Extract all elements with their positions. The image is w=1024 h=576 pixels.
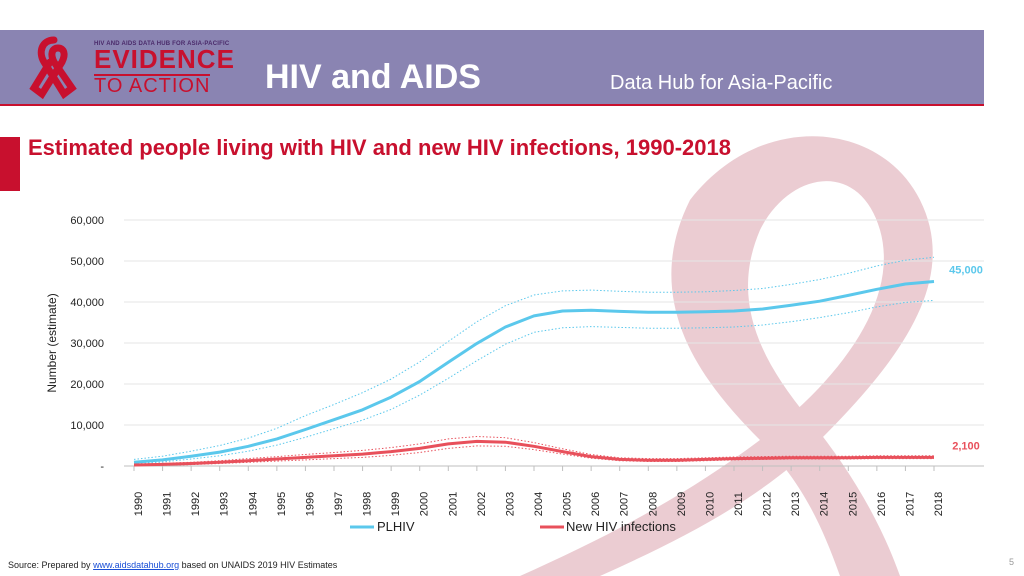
page-number: 5 — [1009, 557, 1015, 567]
logo-line-to-action: TO ACTION — [94, 74, 211, 97]
series-lines — [133, 256, 935, 467]
y-tick-label: 50,000 — [70, 256, 104, 268]
y-axis-label: Number (estimate) — [45, 293, 59, 392]
legend-new-infections: New HIV infections — [566, 519, 676, 534]
x-tick-label: 2001 — [447, 492, 459, 516]
x-tick-label: 2007 — [619, 492, 631, 516]
logo-line-evidence: EVIDENCE — [94, 44, 235, 74]
logo-top-text: HIV AND AIDS DATA HUB FOR ASIA-PACIFIC — [94, 41, 230, 47]
x-tick-label: 2008 — [647, 492, 659, 516]
app-title: HIV and AIDS — [265, 58, 481, 96]
x-tick-label: 2015 — [847, 492, 859, 516]
x-tick-label: 2005 — [562, 492, 574, 516]
x-tick-label: 2003 — [504, 492, 516, 516]
end-value-label: 2,100 — [952, 440, 980, 452]
x-tick-label: 1995 — [276, 492, 288, 516]
x-tick-label: 2000 — [419, 492, 431, 516]
x-axis-ticks: 1990 1991 1992 1993 1994 1995 1996 1997 1998 1999… — [133, 466, 945, 516]
end-labels: 45,000 2,100 — [949, 265, 983, 453]
series-lower-bound — [133, 445, 934, 467]
x-tick-label: 2018 — [933, 492, 945, 516]
x-tick-label: 1993 — [219, 492, 231, 516]
x-tick-label: 1990 — [133, 492, 145, 516]
y-axis-ticks: - 10,000 20,000 30,000 40,000 50,000 60,000 — [70, 215, 104, 473]
end-value-label: 45,000 — [949, 265, 983, 277]
series-line-new-infections — [133, 439, 934, 467]
page-title: Estimated people living with HIV and new… — [28, 135, 731, 160]
y-tick-label: 10,000 — [70, 420, 104, 432]
x-tick-label: 1999 — [390, 492, 402, 516]
source-link[interactable]: www.aidsdatahub.org — [93, 560, 180, 570]
x-tick-label: 2002 — [476, 492, 488, 516]
legend-plhiv: PLHIV — [377, 519, 415, 534]
y-tick-label: 20,000 — [70, 379, 104, 391]
x-tick-label: 1992 — [190, 492, 202, 516]
x-tick-label: 2011 — [733, 492, 745, 516]
x-tick-label: 1997 — [333, 492, 345, 516]
evidence-to-action-logo: HIV AND AIDS DATA HUB FOR ASIA-PACIFIC E… — [14, 32, 244, 104]
series-upper-bound — [133, 435, 934, 465]
header-bar: HIV AND AIDS DATA HUB FOR ASIA-PACIFIC E… — [0, 30, 984, 106]
x-tick-label: 2016 — [876, 492, 888, 516]
series-upper-bound — [133, 256, 935, 460]
x-tick-label: 1998 — [362, 492, 374, 516]
y-tick-label: - — [100, 461, 104, 473]
x-tick-label: 2013 — [790, 492, 802, 516]
x-tick-label: 2010 — [704, 492, 716, 516]
source-suffix: based on UNAIDS 2019 HIV Estimates — [179, 560, 338, 570]
x-tick-label: 1991 — [162, 492, 174, 516]
x-tick-label: 2009 — [676, 492, 688, 516]
gridlines — [124, 219, 984, 467]
source-note: Source: Prepared by www.aidsdatahub.org … — [8, 560, 337, 570]
x-tick-label: 1994 — [247, 492, 259, 516]
x-tick-label: 2004 — [533, 492, 545, 516]
x-tick-label: 2014 — [819, 492, 831, 516]
app-subtitle: Data Hub for Asia-Pacific — [610, 72, 833, 94]
x-tick-label: 1996 — [304, 492, 316, 516]
source-prefix: Source: Prepared by — [8, 560, 94, 570]
title-marker — [0, 137, 20, 191]
y-tick-label: 60,000 — [70, 215, 104, 227]
x-tick-label: 2012 — [762, 492, 774, 516]
x-tick-label: 2006 — [590, 492, 602, 516]
series-lower-bound — [133, 299, 935, 465]
y-tick-label: 30,000 — [70, 338, 104, 350]
red-ribbon-icon — [29, 36, 77, 100]
x-tick-label: 2017 — [904, 492, 916, 516]
series-line-plhiv — [133, 280, 935, 464]
y-tick-label: 40,000 — [70, 297, 104, 309]
